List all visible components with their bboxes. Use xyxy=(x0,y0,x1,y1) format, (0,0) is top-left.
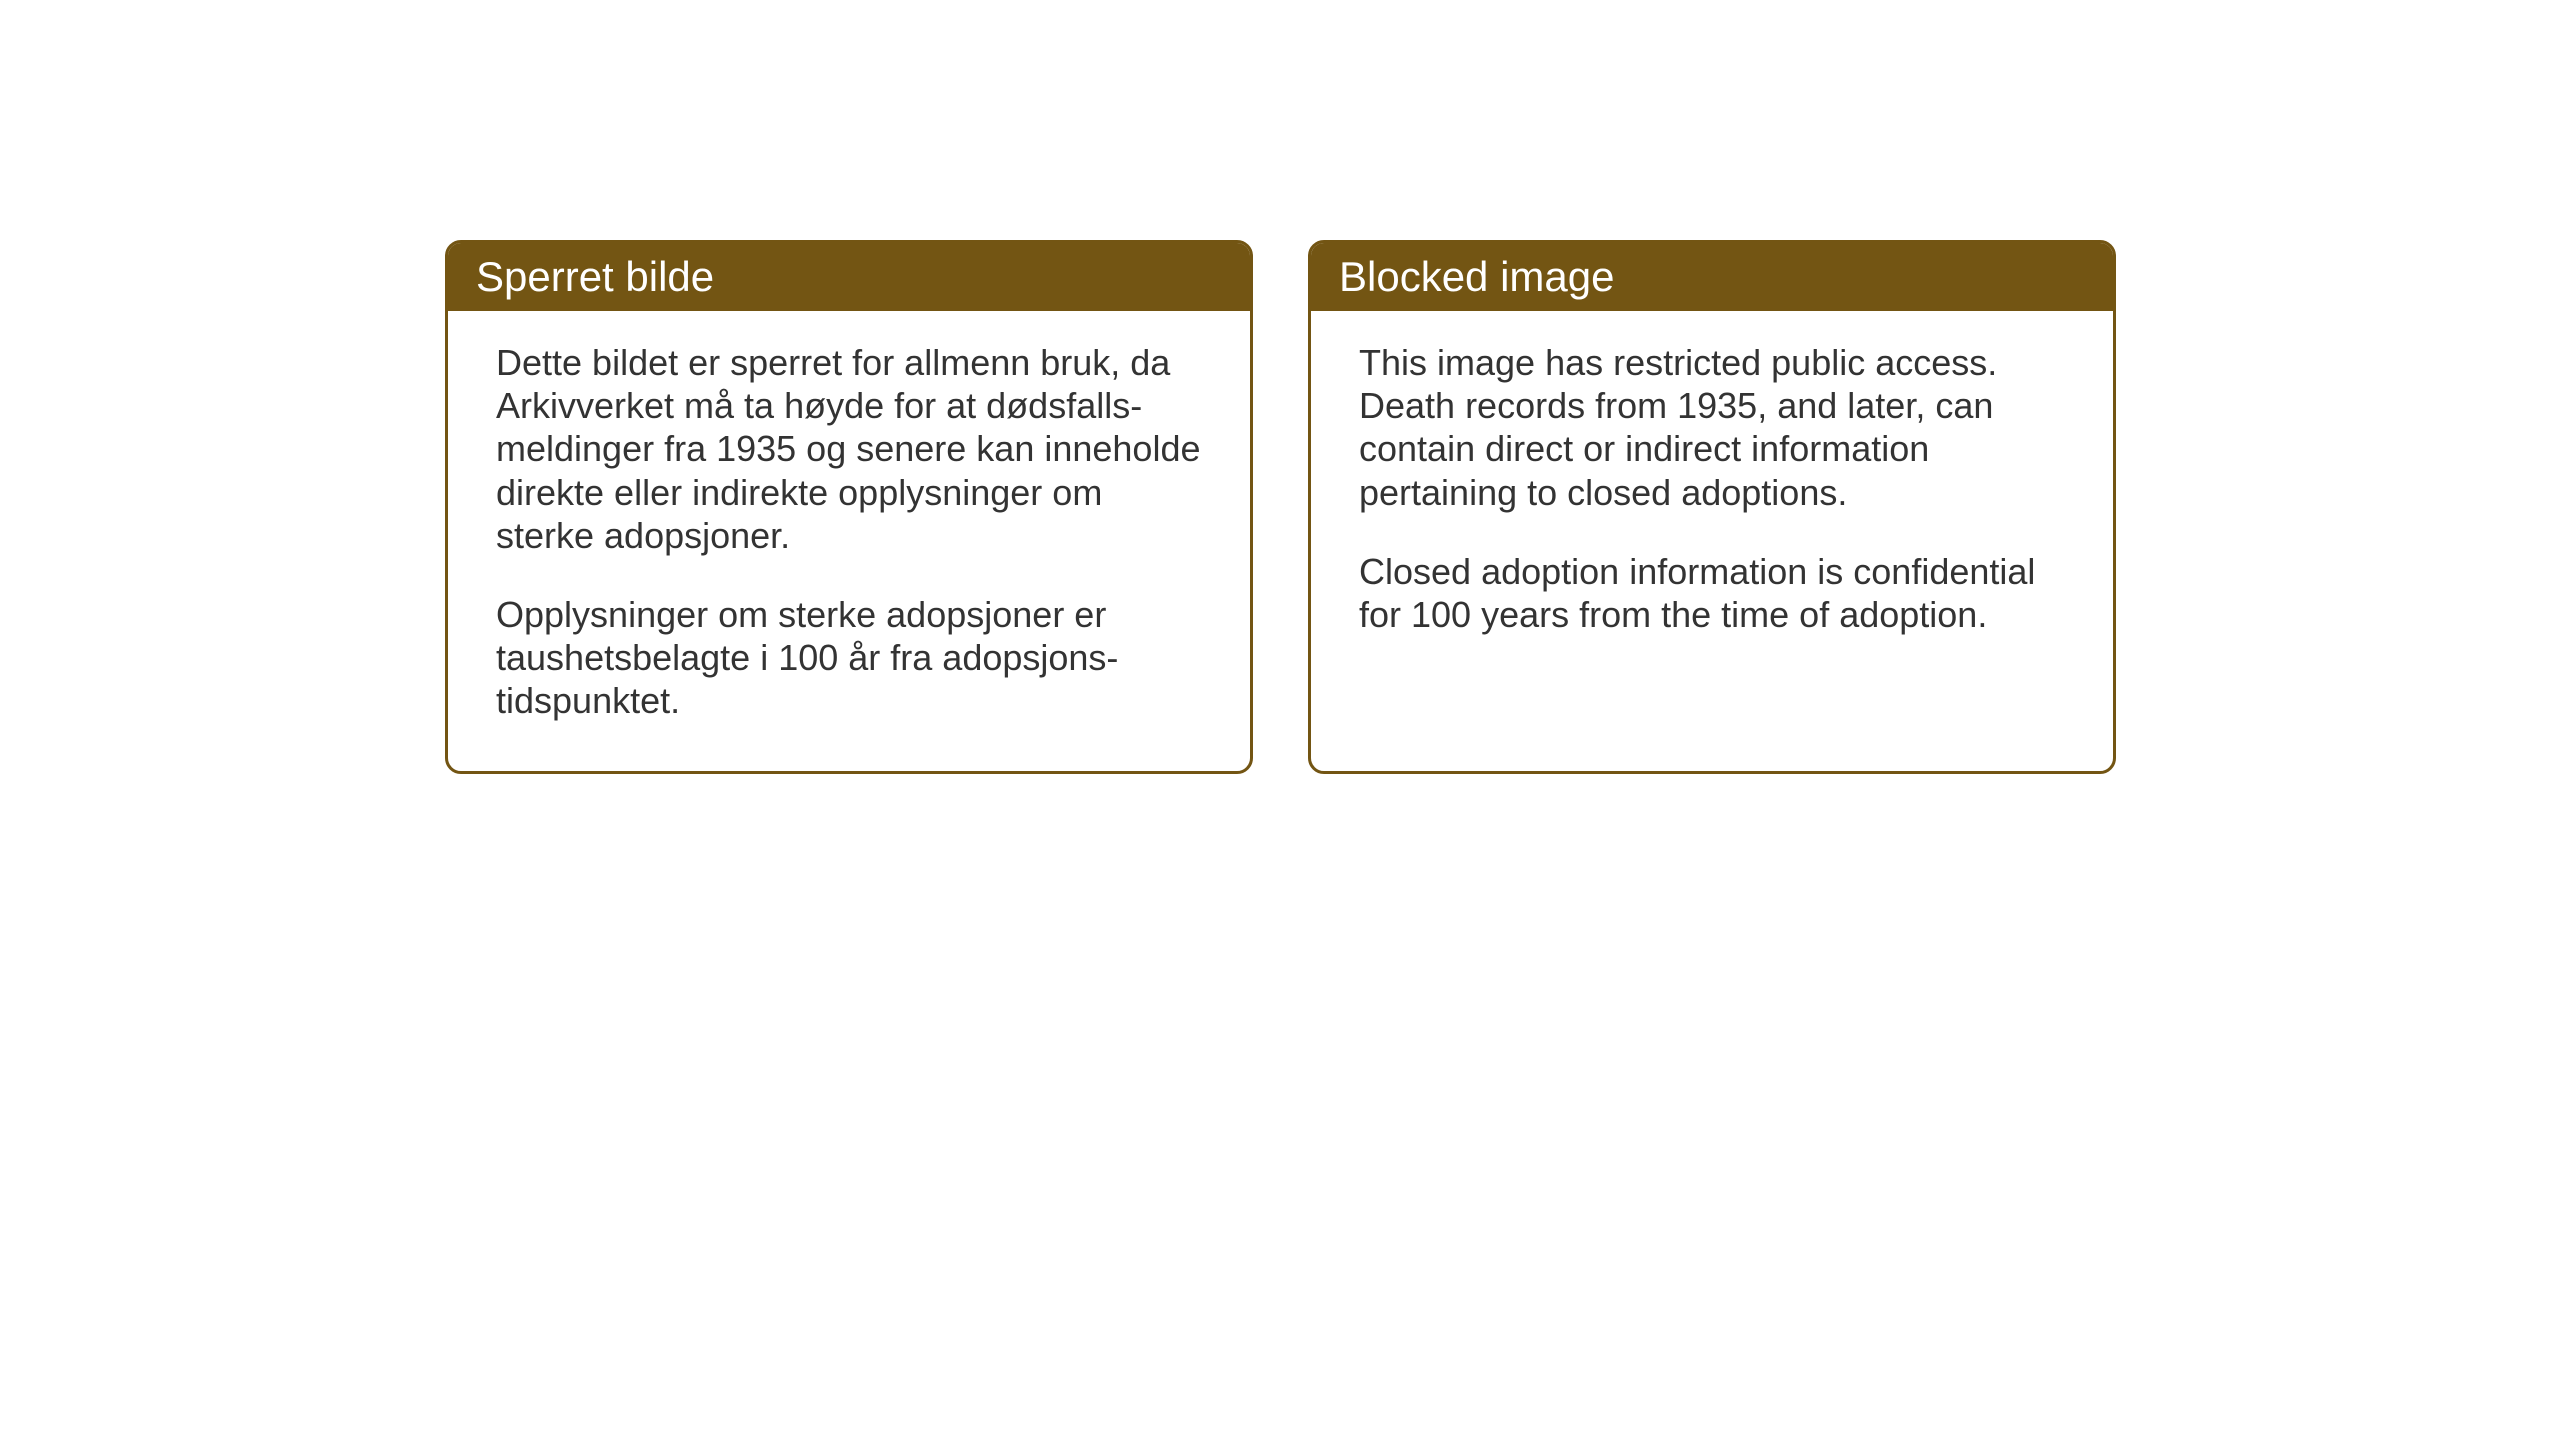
card-paragraph-2-english: Closed adoption information is confident… xyxy=(1359,550,2065,636)
card-header-norwegian: Sperret bilde xyxy=(448,243,1250,311)
card-paragraph-1-norwegian: Dette bildet er sperret for allmenn bruk… xyxy=(496,341,1202,557)
card-paragraph-2-norwegian: Opplysninger om sterke adopsjoner er tau… xyxy=(496,593,1202,723)
card-body-english: This image has restricted public access.… xyxy=(1311,311,2113,684)
card-header-english: Blocked image xyxy=(1311,243,2113,311)
card-body-norwegian: Dette bildet er sperret for allmenn bruk… xyxy=(448,311,1250,771)
cards-container: Sperret bilde Dette bildet er sperret fo… xyxy=(445,240,2116,774)
card-title-norwegian: Sperret bilde xyxy=(476,253,714,300)
card-title-english: Blocked image xyxy=(1339,253,1614,300)
card-paragraph-1-english: This image has restricted public access.… xyxy=(1359,341,2065,514)
blocked-image-card-norwegian: Sperret bilde Dette bildet er sperret fo… xyxy=(445,240,1253,774)
blocked-image-card-english: Blocked image This image has restricted … xyxy=(1308,240,2116,774)
